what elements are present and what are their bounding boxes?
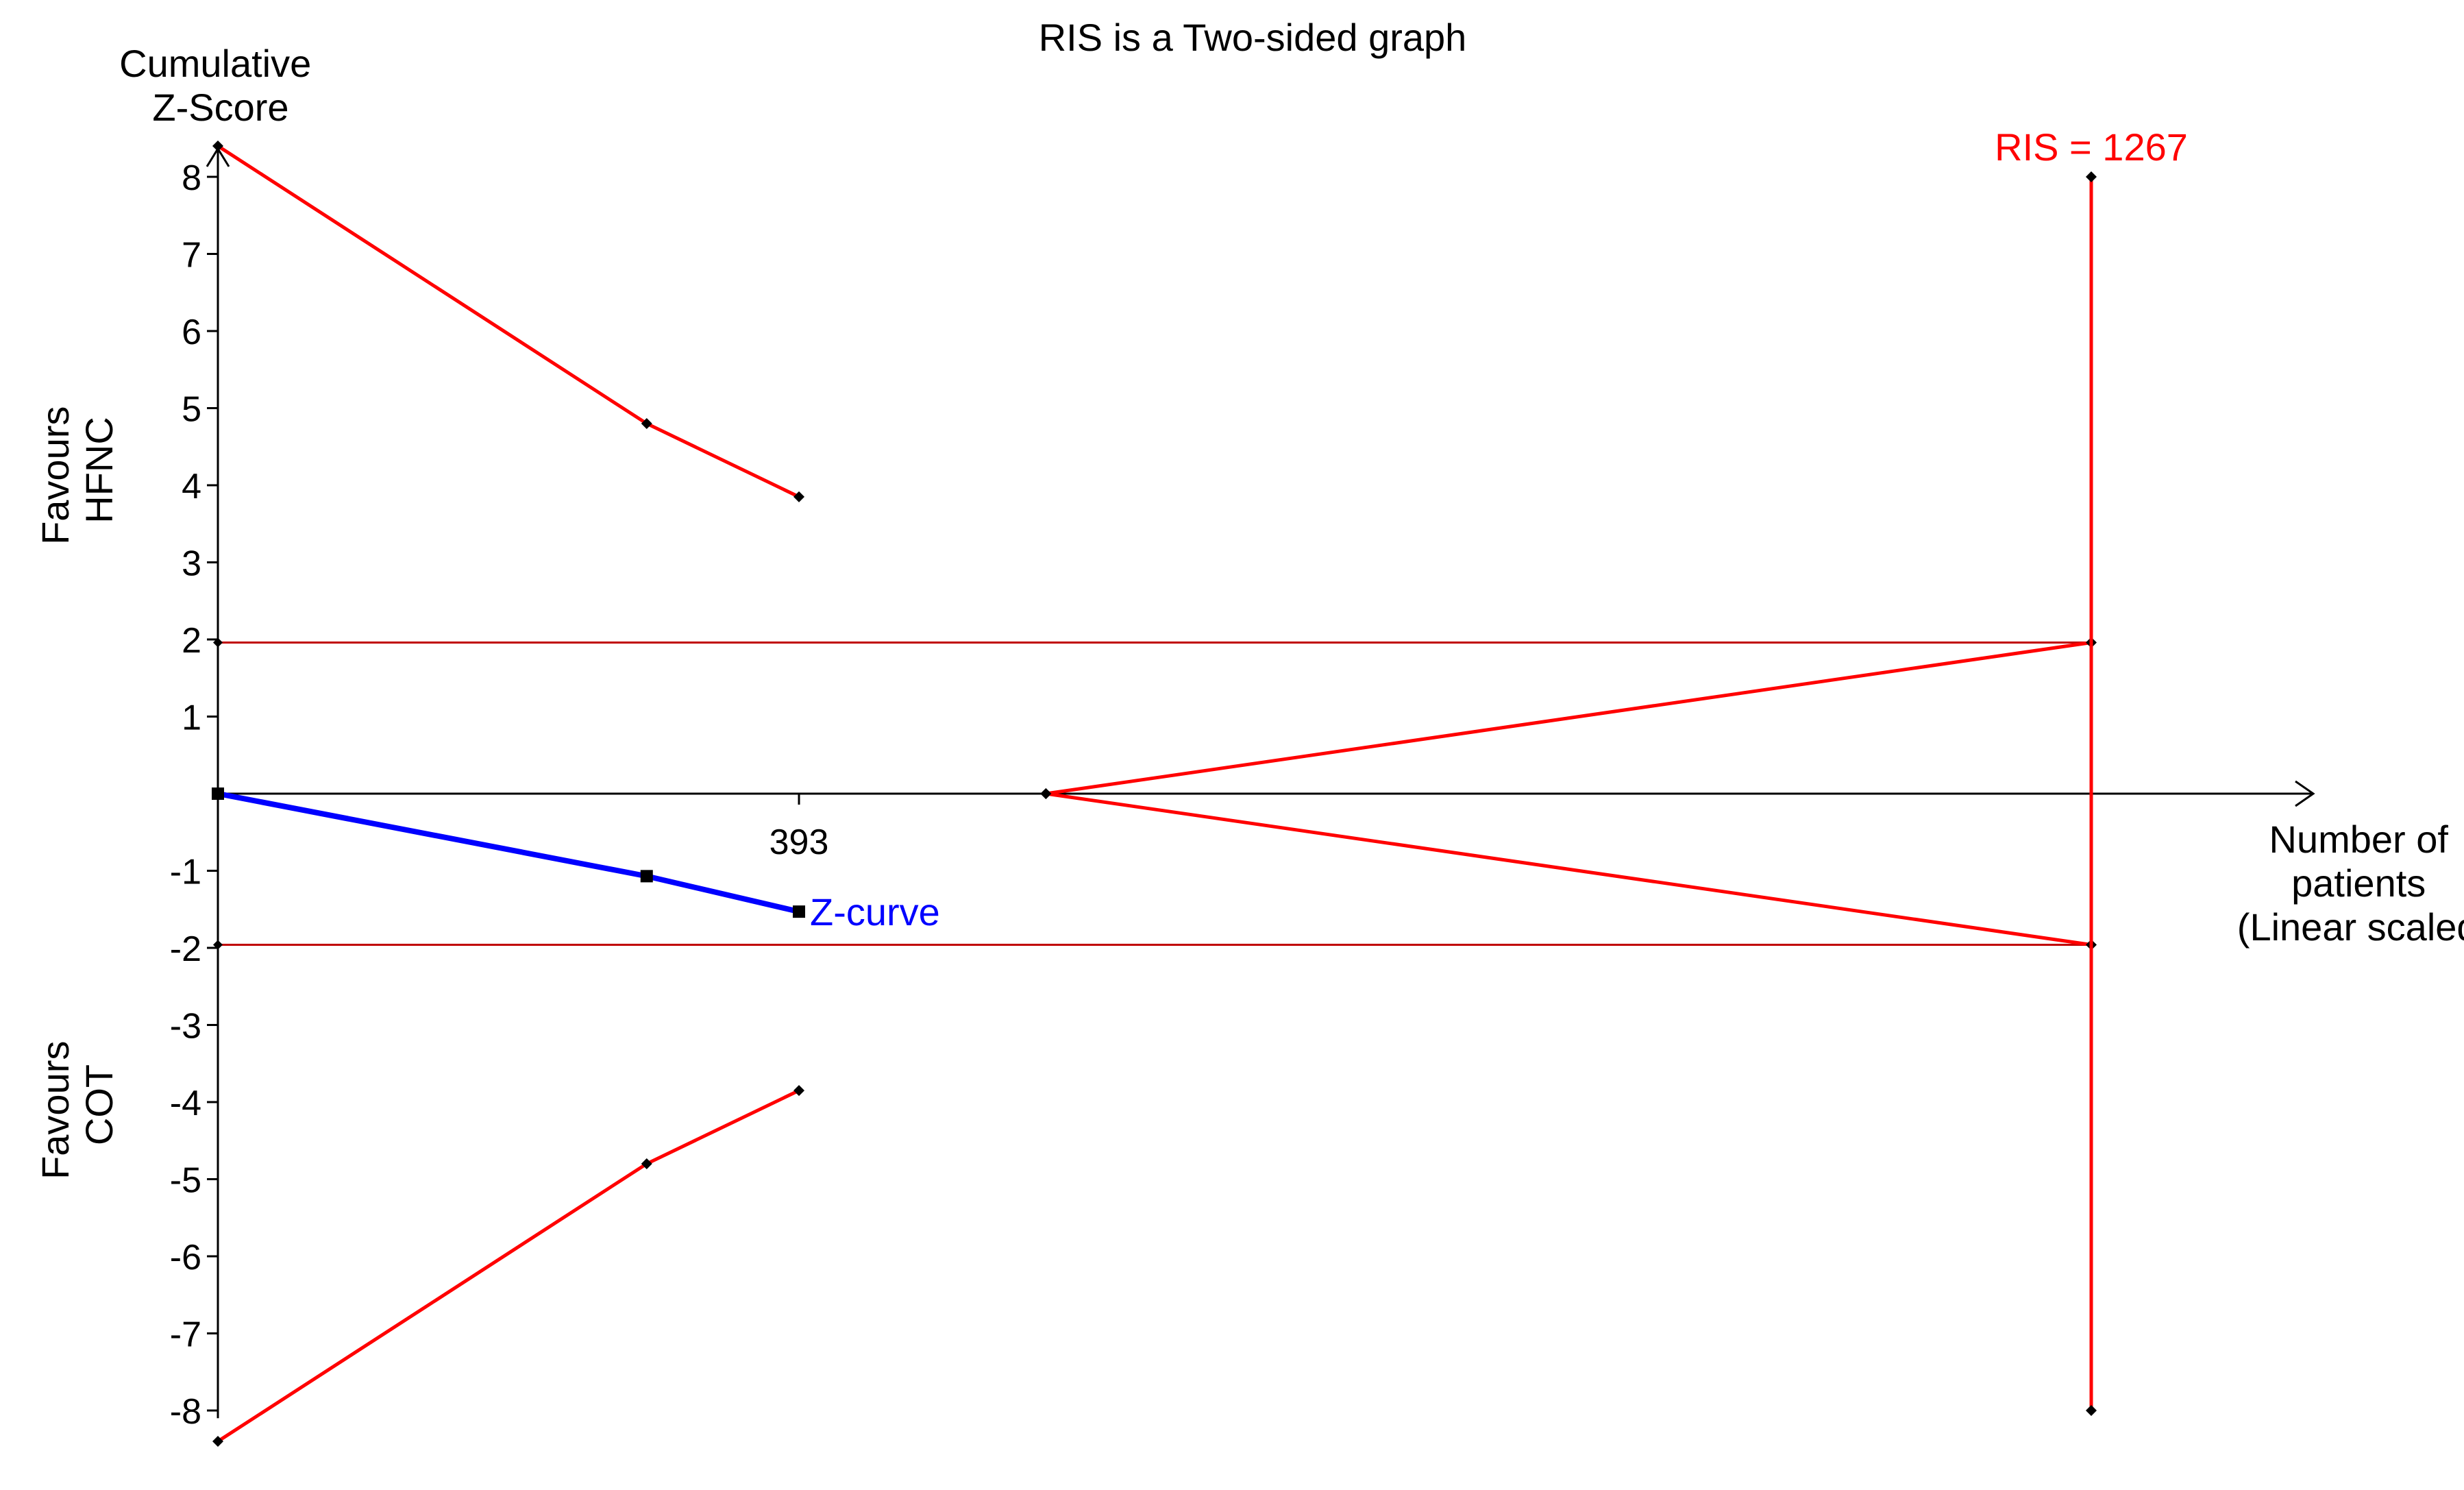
favours-cot-line-2: COT	[77, 1064, 121, 1145]
boundary-point	[212, 141, 223, 151]
y-tick-label: -4	[170, 1084, 201, 1123]
x-axis-arrowhead	[2295, 780, 2315, 807]
x-axis-label-line-1: Number of	[2269, 818, 2449, 861]
x-tick-label: 393	[769, 822, 829, 862]
plot-area: -8 -7 -6 -5 -4 -3 -2 -1 1 2 3 4 5 6 7 8 393 RIS = 1267 Z-c…	[170, 125, 2315, 1447]
y-tick-label: 2	[182, 621, 201, 661]
favours-hfnc-label: Favours HFNC	[34, 395, 121, 545]
y-tick-label: -3	[170, 1007, 201, 1047]
y-tick-label: 7	[182, 236, 201, 276]
upper-futility-boundary	[1046, 641, 2092, 796]
y-tick-label: 5	[182, 390, 201, 430]
lower-futility-boundary	[1046, 792, 2092, 946]
y-tick-label: 4	[182, 467, 201, 506]
conventional-boundary-marker	[213, 940, 223, 950]
z-curve-line	[217, 791, 800, 915]
y-tick-label: -5	[170, 1161, 201, 1201]
y-tick-label: 1	[182, 698, 201, 738]
z-curve-point	[212, 787, 224, 800]
x-axis-label-line-3: (Linear scaled)	[2237, 905, 2464, 949]
y-axis-label-line-1: Cumulative	[119, 42, 311, 85]
chart-title: RIS is a Two-sided graph	[1039, 16, 1467, 59]
boundary-point	[793, 1085, 805, 1097]
y-tick-label: -8	[170, 1392, 201, 1432]
boundary-point	[641, 418, 652, 429]
favours-hfnc-line-2: HFNC	[77, 417, 121, 524]
ris-label: RIS = 1267	[1995, 125, 2188, 169]
upper-monitoring-boundary	[217, 144, 800, 499]
ris-top-marker	[2086, 171, 2097, 182]
z-curve-point	[640, 870, 653, 883]
lower-monitoring-boundary	[217, 1088, 800, 1443]
conventional-boundary-marker	[213, 637, 223, 648]
x-axis-label: Number of patients (Linear scaled)	[2237, 818, 2464, 949]
y-tick-label: -2	[170, 929, 201, 969]
y-tick-label: 6	[182, 313, 201, 352]
y-tick-label: -6	[170, 1238, 201, 1278]
boundary-point	[212, 1436, 223, 1447]
ris-bottom-marker	[2086, 1405, 2097, 1416]
y-tick-label: 3	[182, 544, 201, 584]
favours-hfnc-line-1: Favours	[34, 406, 77, 545]
boundary-point	[641, 1158, 652, 1169]
y-tick-label: -7	[170, 1315, 201, 1355]
y-axis-label: Cumulative Z-Score	[119, 42, 322, 129]
boundary-point	[793, 491, 805, 502]
x-axis-label-line-2: patients	[2291, 862, 2426, 905]
favours-cot-line-1: Favours	[34, 1041, 77, 1180]
y-tick-label: -1	[170, 853, 201, 892]
boundary-point	[1040, 788, 1052, 799]
z-curve-label: Z-curve	[810, 890, 940, 933]
y-tick-label: 8	[182, 158, 201, 198]
y-axis-label-line-2: Z-Score	[152, 86, 288, 129]
favours-cot-label: Favours COT	[34, 1030, 121, 1180]
z-curve-point	[793, 905, 806, 918]
